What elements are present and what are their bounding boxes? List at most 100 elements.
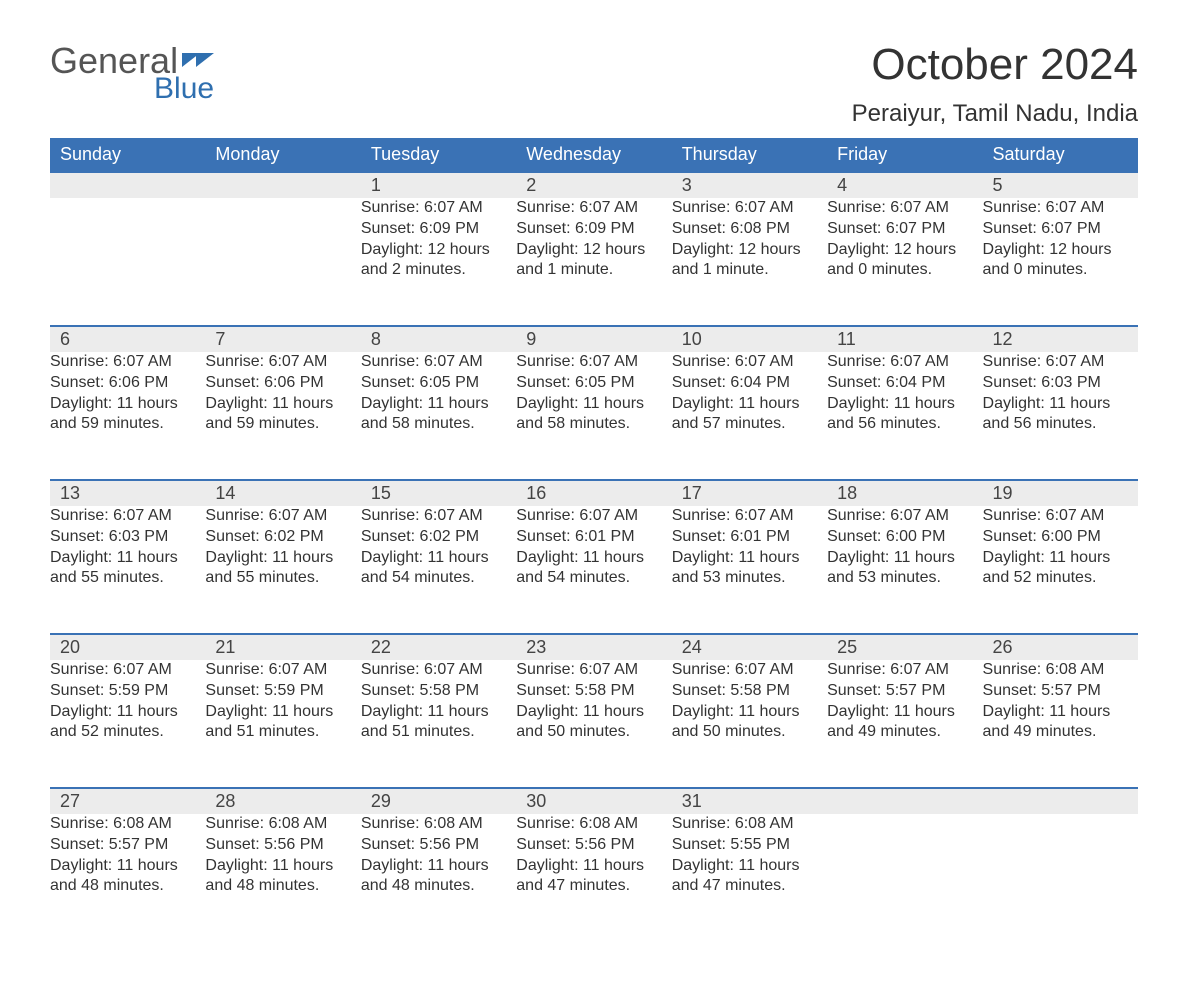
day-cell: Sunrise: 6:07 AMSunset: 6:00 PMDaylight:… bbox=[827, 506, 982, 634]
sunset-line: Sunset: 6:04 PM bbox=[827, 373, 982, 394]
day-cell: Sunrise: 6:07 AMSunset: 6:03 PMDaylight:… bbox=[50, 506, 205, 634]
sunrise-line: Sunrise: 6:07 AM bbox=[205, 352, 360, 373]
day-info: Sunrise: 6:08 AMSunset: 5:56 PMDaylight:… bbox=[205, 814, 360, 897]
day-info: Sunrise: 6:07 AMSunset: 6:09 PMDaylight:… bbox=[361, 198, 516, 281]
sunrise-line: Sunrise: 6:08 AM bbox=[516, 814, 671, 835]
sunrise-line: Sunrise: 6:07 AM bbox=[827, 198, 982, 219]
day-number: 26 bbox=[983, 634, 1138, 660]
daylight-line: Daylight: 11 hours and 52 minutes. bbox=[983, 548, 1138, 590]
sunrise-line: Sunrise: 6:07 AM bbox=[827, 660, 982, 681]
week-row: Sunrise: 6:07 AMSunset: 5:59 PMDaylight:… bbox=[50, 660, 1138, 788]
day-info: Sunrise: 6:08 AMSunset: 5:57 PMDaylight:… bbox=[983, 660, 1138, 743]
day-info: Sunrise: 6:07 AMSunset: 5:58 PMDaylight:… bbox=[361, 660, 516, 743]
empty-daynum bbox=[50, 172, 205, 198]
sunset-line: Sunset: 6:09 PM bbox=[361, 219, 516, 240]
sunset-line: Sunset: 6:09 PM bbox=[516, 219, 671, 240]
sunset-line: Sunset: 6:00 PM bbox=[983, 527, 1138, 548]
day-number: 29 bbox=[361, 788, 516, 814]
sunset-line: Sunset: 5:59 PM bbox=[205, 681, 360, 702]
sunset-line: Sunset: 5:57 PM bbox=[983, 681, 1138, 702]
sunset-line: Sunset: 5:56 PM bbox=[205, 835, 360, 856]
daylight-line: Daylight: 11 hours and 54 minutes. bbox=[516, 548, 671, 590]
calendar-table: Sunday Monday Tuesday Wednesday Thursday… bbox=[50, 138, 1138, 942]
day-info: Sunrise: 6:08 AMSunset: 5:56 PMDaylight:… bbox=[361, 814, 516, 897]
sunrise-line: Sunrise: 6:07 AM bbox=[672, 660, 827, 681]
sunset-line: Sunset: 5:56 PM bbox=[361, 835, 516, 856]
day-number: 11 bbox=[827, 326, 982, 352]
day-cell: Sunrise: 6:08 AMSunset: 5:55 PMDaylight:… bbox=[672, 814, 827, 942]
day-cell: Sunrise: 6:07 AMSunset: 6:01 PMDaylight:… bbox=[516, 506, 671, 634]
sunset-line: Sunset: 6:01 PM bbox=[516, 527, 671, 548]
day-cell: Sunrise: 6:08 AMSunset: 5:56 PMDaylight:… bbox=[516, 814, 671, 942]
sunrise-line: Sunrise: 6:07 AM bbox=[516, 506, 671, 527]
logo: General Blue bbox=[50, 40, 214, 106]
sunset-line: Sunset: 6:01 PM bbox=[672, 527, 827, 548]
sunrise-line: Sunrise: 6:07 AM bbox=[827, 352, 982, 373]
empty-cell bbox=[827, 814, 982, 942]
sunrise-line: Sunrise: 6:08 AM bbox=[205, 814, 360, 835]
sunset-line: Sunset: 5:55 PM bbox=[672, 835, 827, 856]
day-number: 19 bbox=[983, 480, 1138, 506]
daylight-line: Daylight: 11 hours and 50 minutes. bbox=[672, 702, 827, 744]
sunrise-line: Sunrise: 6:07 AM bbox=[983, 506, 1138, 527]
day-cell: Sunrise: 6:07 AMSunset: 6:03 PMDaylight:… bbox=[983, 352, 1138, 480]
col-wednesday: Wednesday bbox=[516, 138, 671, 172]
sunrise-line: Sunrise: 6:07 AM bbox=[50, 660, 205, 681]
day-info: Sunrise: 6:07 AMSunset: 6:04 PMDaylight:… bbox=[672, 352, 827, 435]
sunrise-line: Sunrise: 6:07 AM bbox=[516, 198, 671, 219]
sunrise-line: Sunrise: 6:07 AM bbox=[983, 352, 1138, 373]
daylight-line: Daylight: 11 hours and 49 minutes. bbox=[983, 702, 1138, 744]
sunrise-line: Sunrise: 6:07 AM bbox=[983, 198, 1138, 219]
sunrise-line: Sunrise: 6:07 AM bbox=[361, 198, 516, 219]
day-cell: Sunrise: 6:07 AMSunset: 6:02 PMDaylight:… bbox=[361, 506, 516, 634]
day-number: 12 bbox=[983, 326, 1138, 352]
sunrise-line: Sunrise: 6:07 AM bbox=[361, 660, 516, 681]
sunrise-line: Sunrise: 6:07 AM bbox=[827, 506, 982, 527]
daylight-line: Daylight: 11 hours and 53 minutes. bbox=[827, 548, 982, 590]
day-info: Sunrise: 6:07 AMSunset: 6:08 PMDaylight:… bbox=[672, 198, 827, 281]
day-info: Sunrise: 6:07 AMSunset: 6:02 PMDaylight:… bbox=[205, 506, 360, 589]
day-cell: Sunrise: 6:08 AMSunset: 5:57 PMDaylight:… bbox=[983, 660, 1138, 788]
daylight-line: Daylight: 11 hours and 57 minutes. bbox=[672, 394, 827, 436]
day-info: Sunrise: 6:07 AMSunset: 6:01 PMDaylight:… bbox=[672, 506, 827, 589]
day-cell: Sunrise: 6:07 AMSunset: 6:05 PMDaylight:… bbox=[516, 352, 671, 480]
daylight-line: Daylight: 11 hours and 54 minutes. bbox=[361, 548, 516, 590]
week-row: Sunrise: 6:07 AMSunset: 6:06 PMDaylight:… bbox=[50, 352, 1138, 480]
sunrise-line: Sunrise: 6:07 AM bbox=[672, 198, 827, 219]
daylight-line: Daylight: 11 hours and 53 minutes. bbox=[672, 548, 827, 590]
daylight-line: Daylight: 11 hours and 48 minutes. bbox=[50, 856, 205, 898]
col-tuesday: Tuesday bbox=[361, 138, 516, 172]
day-cell: Sunrise: 6:07 AMSunset: 6:00 PMDaylight:… bbox=[983, 506, 1138, 634]
day-number: 3 bbox=[672, 172, 827, 198]
day-info: Sunrise: 6:07 AMSunset: 6:04 PMDaylight:… bbox=[827, 352, 982, 435]
day-info: Sunrise: 6:07 AMSunset: 6:05 PMDaylight:… bbox=[361, 352, 516, 435]
sunrise-line: Sunrise: 6:08 AM bbox=[672, 814, 827, 835]
empty-daynum bbox=[205, 172, 360, 198]
day-number: 27 bbox=[50, 788, 205, 814]
day-cell: Sunrise: 6:07 AMSunset: 6:08 PMDaylight:… bbox=[672, 198, 827, 326]
day-cell: Sunrise: 6:07 AMSunset: 5:58 PMDaylight:… bbox=[672, 660, 827, 788]
day-info: Sunrise: 6:07 AMSunset: 6:01 PMDaylight:… bbox=[516, 506, 671, 589]
daynum-row: 6789101112 bbox=[50, 326, 1138, 352]
daylight-line: Daylight: 11 hours and 56 minutes. bbox=[827, 394, 982, 436]
sunset-line: Sunset: 6:04 PM bbox=[672, 373, 827, 394]
sunset-line: Sunset: 6:05 PM bbox=[516, 373, 671, 394]
week-row: Sunrise: 6:07 AMSunset: 6:03 PMDaylight:… bbox=[50, 506, 1138, 634]
day-info: Sunrise: 6:07 AMSunset: 6:00 PMDaylight:… bbox=[827, 506, 982, 589]
daylight-line: Daylight: 12 hours and 2 minutes. bbox=[361, 240, 516, 282]
day-number: 2 bbox=[516, 172, 671, 198]
sunrise-line: Sunrise: 6:07 AM bbox=[205, 506, 360, 527]
daylight-line: Daylight: 11 hours and 58 minutes. bbox=[361, 394, 516, 436]
sunset-line: Sunset: 5:58 PM bbox=[672, 681, 827, 702]
empty-cell bbox=[983, 814, 1138, 942]
day-cell: Sunrise: 6:08 AMSunset: 5:56 PMDaylight:… bbox=[361, 814, 516, 942]
day-cell: Sunrise: 6:07 AMSunset: 5:59 PMDaylight:… bbox=[205, 660, 360, 788]
day-info: Sunrise: 6:07 AMSunset: 5:58 PMDaylight:… bbox=[672, 660, 827, 743]
day-number: 5 bbox=[983, 172, 1138, 198]
col-friday: Friday bbox=[827, 138, 982, 172]
day-number: 6 bbox=[50, 326, 205, 352]
daylight-line: Daylight: 11 hours and 51 minutes. bbox=[361, 702, 516, 744]
day-info: Sunrise: 6:07 AMSunset: 5:59 PMDaylight:… bbox=[50, 660, 205, 743]
day-cell: Sunrise: 6:08 AMSunset: 5:56 PMDaylight:… bbox=[205, 814, 360, 942]
sunset-line: Sunset: 6:03 PM bbox=[983, 373, 1138, 394]
